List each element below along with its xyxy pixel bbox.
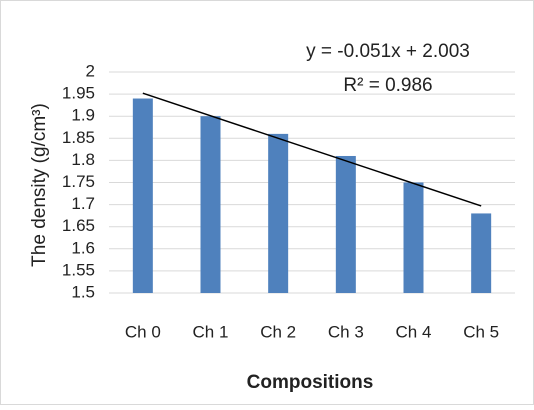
bar	[471, 213, 492, 293]
y-tick-label: 1.65	[62, 216, 95, 235]
y-tick-label: 1.85	[62, 128, 95, 147]
bar	[403, 182, 424, 293]
bar	[335, 155, 356, 293]
x-tick-label: Ch 4	[396, 322, 432, 341]
trendline-equation: y = -0.051x + 2.003	[306, 41, 470, 62]
x-axis-title: Compositions	[247, 372, 374, 393]
x-tick-label: Ch 2	[260, 322, 296, 341]
y-tick-label: 1.5	[71, 282, 95, 301]
x-tick-label: Ch 5	[463, 322, 499, 341]
trendline	[142, 92, 482, 207]
x-tick-label: Ch 3	[328, 322, 364, 341]
y-tick-label: 1.55	[62, 260, 95, 279]
y-tick-label: 1.7	[71, 194, 95, 213]
bar	[268, 133, 289, 293]
y-tick-label: 2	[86, 61, 95, 80]
y-tick-label: 1.95	[62, 84, 95, 103]
y-tick-label: 1.9	[71, 106, 95, 125]
y-tick-label: 1.6	[71, 238, 95, 257]
y-tick-label: 1.75	[62, 172, 95, 191]
bar	[132, 98, 153, 294]
y-axis-title: The density (g/cm³)	[29, 103, 50, 267]
y-tick-label: 1.8	[71, 150, 95, 169]
x-tick-label: Ch 1	[193, 322, 229, 341]
trendline-r-squared: R² = 0.986	[343, 75, 432, 96]
bar	[200, 116, 221, 293]
x-tick-label: Ch 0	[125, 322, 161, 341]
